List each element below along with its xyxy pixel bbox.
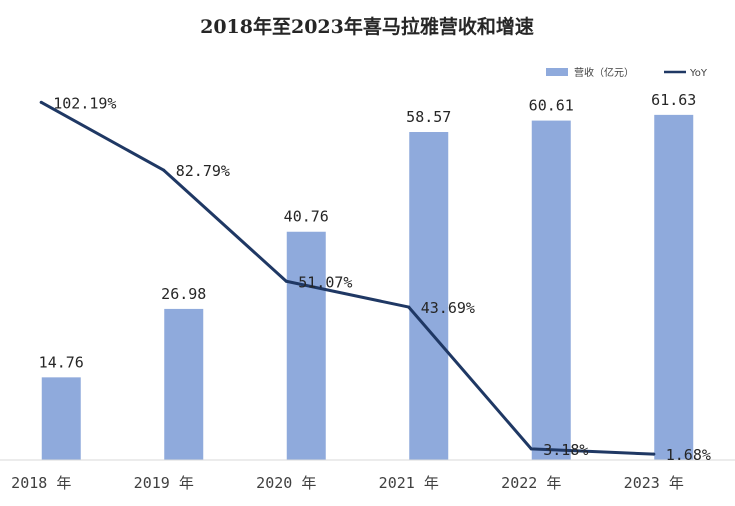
bar-5 [654, 114, 694, 460]
legend: 营收（亿元） YoY [546, 66, 708, 79]
bar-1 [164, 308, 204, 460]
yoy-point-3 [407, 305, 411, 309]
yoy-point-4 [529, 447, 533, 451]
yoy-label-0: 102.19% [53, 94, 116, 112]
yoy-label-4: 3.18% [543, 441, 588, 459]
chart-title: 2018年至2023年喜马拉雅营收和增速 [200, 15, 534, 38]
yoy-label-5: 1.68% [666, 446, 711, 464]
yoy-label-2: 51.07% [298, 273, 352, 291]
bar-label-2: 40.76 [284, 208, 329, 226]
bar-series [41, 114, 694, 461]
bar-label-0: 14.76 [39, 353, 84, 371]
bar-4 [531, 120, 571, 461]
bar-label-3: 58.57 [406, 108, 451, 126]
line-series [39, 100, 656, 456]
legend-label-revenue: 营收（亿元） [574, 66, 634, 79]
bar-0 [41, 377, 81, 460]
legend-label-yoy: YoY [689, 68, 708, 79]
legend-swatch-revenue [546, 68, 568, 76]
x-tick-3: 2021 年 [379, 474, 439, 492]
x-tick-5: 2023 年 [624, 474, 684, 492]
bar-label-1: 26.98 [161, 285, 206, 303]
bar-2 [286, 231, 326, 460]
bar-label-5: 61.63 [651, 91, 696, 109]
x-tick-1: 2019 年 [134, 474, 194, 492]
yoy-point-2 [284, 279, 288, 283]
yoy-point-0 [39, 100, 43, 104]
yoy-point-5 [652, 452, 656, 456]
yoy-point-1 [162, 168, 166, 172]
yoy-label-3: 43.69% [421, 299, 475, 317]
data-labels: 14.76 26.98 40.76 58.57 60.61 61.63 102.19% 82.… [39, 91, 711, 464]
x-tick-0: 2018 年 [11, 474, 71, 492]
x-tick-2: 2020 年 [256, 474, 316, 492]
x-axis-ticks: 2018 年 2019 年 2020 年 2021 年 2022 年 2023 年 [11, 474, 684, 492]
yoy-line [39, 100, 656, 456]
bar-label-4: 60.61 [529, 97, 574, 115]
yoy-label-1: 82.79% [176, 162, 230, 180]
x-tick-4: 2022 年 [501, 474, 561, 492]
bar-3 [409, 132, 449, 460]
